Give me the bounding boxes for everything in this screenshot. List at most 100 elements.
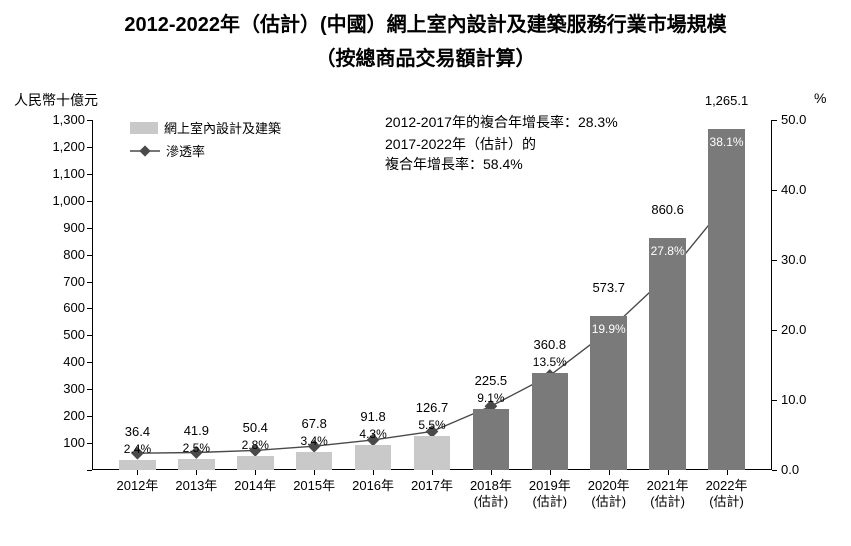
x-tick [727,470,728,475]
bar-value-label: 126.7 [402,400,462,415]
y-tick [87,389,92,390]
bar [296,452,333,470]
y-tick [87,201,92,202]
y-tick-label: 1,200 [37,139,85,154]
bar-value-label: 91.8 [343,409,403,424]
x-tick [668,470,669,475]
chart-title-line2: （按總商品交易額計算） [0,42,851,71]
y-tick-label: 200 [37,408,85,423]
y2-tick [772,400,777,401]
x-tick [255,470,256,475]
y-tick [87,255,92,256]
y-tick-label: 100 [37,435,85,450]
bar [708,129,745,470]
bar [532,373,569,470]
y-tick [87,228,92,229]
bar [649,238,686,470]
x-tick-label: 2018年(估計) [459,478,523,509]
x-tick-label: 2022年(估計) [695,478,759,509]
x-tick-label: 2013年 [164,478,228,494]
y-tick [87,416,92,417]
bar-value-label: 360.8 [520,337,580,352]
bar-value-label: 67.8 [284,416,344,431]
y-tick [87,362,92,363]
y-tick-label: 600 [37,300,85,315]
y-tick-label: 500 [37,327,85,342]
y-tick-label: 300 [37,381,85,396]
y2-tick-label: 50.0 [781,112,806,127]
plot-area: 1002003004005006007008009001,0001,1001,2… [92,120,772,470]
y2-tick-label: 0.0 [781,462,799,477]
bar [590,316,627,470]
y-tick [87,443,92,444]
bar [473,409,510,470]
pct-label: 27.8% [642,244,694,258]
y2-tick [772,470,777,471]
y-tick-label: 1,100 [37,166,85,181]
y-tick-label: 1,000 [37,193,85,208]
y2-tick-label: 30.0 [781,252,806,267]
x-tick [373,470,374,475]
y-tick-label: 900 [37,220,85,235]
y2-tick-label: 40.0 [781,182,806,197]
x-tick [314,470,315,475]
y-tick-label: 400 [37,354,85,369]
bar-value-label: 1,265.1 [697,93,757,108]
y-tick [87,308,92,309]
x-tick-label: 2014年 [223,478,287,494]
y-tick [87,470,92,471]
pct-label: 19.9% [583,322,635,336]
bar-value-label: 860.6 [638,202,698,217]
y-tick [87,120,92,121]
y-tick [87,282,92,283]
x-tick-label: 2015年 [282,478,346,494]
pct-label: 2.8% [229,438,281,452]
x-tick [137,470,138,475]
chart-container: 2012-2022年（估計）(中國）網上室內設計及建築服務行業市場規模 （按總商… [0,0,851,546]
y-tick [87,147,92,148]
bar-value-label: 36.4 [107,424,167,439]
y2-tick [772,260,777,261]
x-tick-label: 2019年(估計) [518,478,582,509]
x-tick [196,470,197,475]
pct-label: 38.1% [701,135,753,149]
x-tick [609,470,610,475]
bar-value-label: 41.9 [166,423,226,438]
pct-label: 2.4% [111,442,163,456]
bar [237,456,274,470]
penetration-line [137,203,726,453]
bar [414,436,451,470]
bar-value-label: 50.4 [225,420,285,435]
pct-label: 4.3% [347,427,399,441]
x-tick [491,470,492,475]
x-tick [550,470,551,475]
y2-tick-label: 20.0 [781,322,806,337]
y-tick-label: 800 [37,247,85,262]
x-tick-label: 2016年 [341,478,405,494]
chart-title-line1: 2012-2022年（估計）(中國）網上室內設計及建築服務行業市場規模 [0,8,851,37]
bar [119,460,156,470]
y-axis-line [92,120,93,470]
pct-label: 9.1% [465,391,517,405]
x-tick-label: 2020年(估計) [577,478,641,509]
y2-axis-title: % [814,90,826,106]
y2-tick [772,330,777,331]
y-tick [87,174,92,175]
bar [355,445,392,470]
pct-label: 5.5% [406,418,458,432]
y2-tick [772,190,777,191]
bar [178,459,215,470]
x-tick [432,470,433,475]
y-axis-title: 人民幣十億元 [14,90,98,110]
y-tick-label: 700 [37,274,85,289]
y-tick [87,335,92,336]
bar-value-label: 225.5 [461,373,521,388]
pct-label: 3.4% [288,434,340,448]
x-tick-label: 2021年(估計) [636,478,700,509]
pct-label: 2.5% [170,441,222,455]
y2-tick [772,120,777,121]
bar-value-label: 573.7 [579,280,639,295]
y-tick-label: 1,300 [37,112,85,127]
pct-label: 13.5% [524,355,576,369]
y2-axis-line [771,120,772,470]
